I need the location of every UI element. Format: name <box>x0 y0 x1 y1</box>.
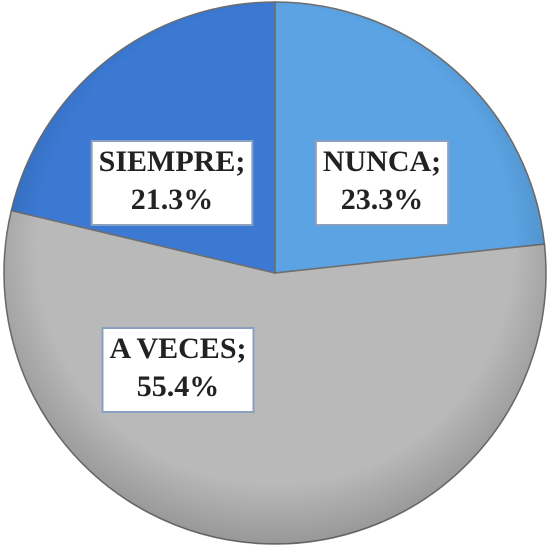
label-box <box>314 140 450 226</box>
category-label: A VECES; <box>110 332 247 365</box>
category-label: SIEMPRE; <box>99 145 246 178</box>
value-label: 21.3% <box>131 183 214 216</box>
label-box <box>90 140 254 226</box>
labels: NUNCA; 23.3% A VECES; 55.4% SIEMPRE; 21.3% <box>90 140 450 413</box>
value-label: 55.4% <box>137 370 220 403</box>
pie-slice <box>274 1 546 274</box>
slices <box>3 1 547 545</box>
data-label: A VECES; 55.4% <box>101 327 255 413</box>
data-label: SIEMPRE; 21.3% <box>90 140 254 226</box>
category-label: NUNCA; <box>323 145 441 178</box>
data-label: NUNCA; 23.3% <box>314 140 450 226</box>
label-box <box>101 327 255 413</box>
value-label: 23.3% <box>341 183 424 216</box>
